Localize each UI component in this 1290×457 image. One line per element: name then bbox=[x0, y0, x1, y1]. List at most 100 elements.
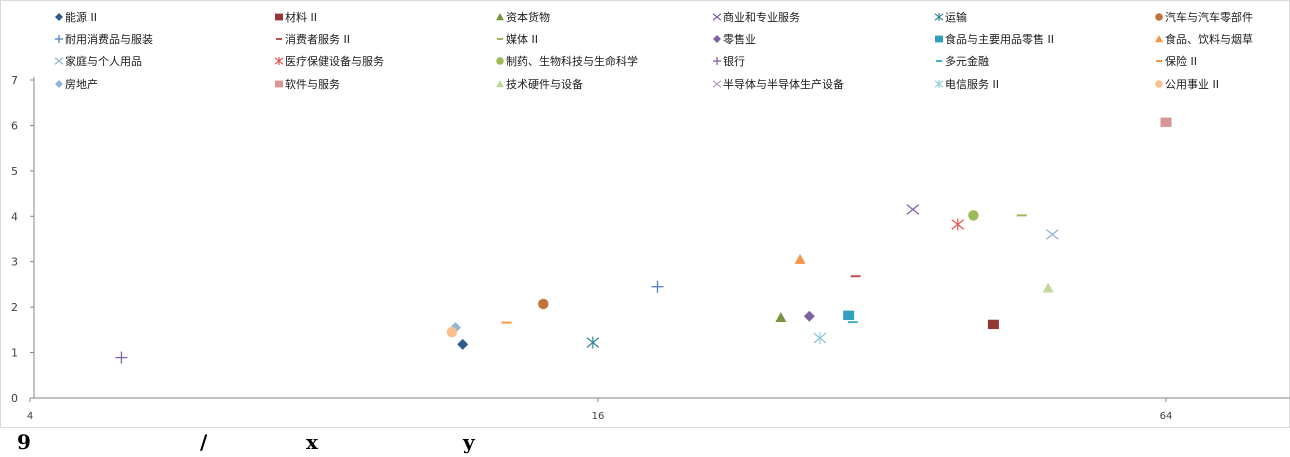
legend-marker bbox=[55, 13, 63, 21]
legend-item: 消费者服务 II bbox=[276, 32, 350, 46]
legend-marker bbox=[55, 80, 63, 88]
legend-marker bbox=[713, 35, 721, 43]
data-point bbox=[951, 218, 965, 231]
legend-item: 食品与主要用品零售 II bbox=[935, 32, 1054, 46]
data-point bbox=[586, 336, 600, 349]
x-tick-label: 4 bbox=[27, 411, 33, 422]
legend-label: 半导体与半导体生产设备 bbox=[723, 77, 844, 91]
legend-marker bbox=[275, 13, 283, 21]
data-point bbox=[847, 321, 858, 324]
data-point bbox=[987, 319, 999, 330]
y-tick-label: 7 bbox=[11, 74, 18, 87]
axes: 0 1 2 3 4 5 6 7 4 16 64 bbox=[11, 74, 1290, 422]
legend-label: 运输 bbox=[945, 10, 967, 24]
legend-label: 媒体 II bbox=[506, 32, 538, 46]
legend-marker bbox=[276, 38, 282, 40]
legend-marker bbox=[934, 13, 944, 21]
legend-label: 消费者服务 II bbox=[285, 32, 350, 46]
legend-item: 软件与服务 bbox=[275, 77, 340, 91]
legend-marker bbox=[274, 57, 284, 65]
data-point bbox=[803, 310, 815, 322]
legend-item: 资本货物 bbox=[496, 10, 550, 24]
legend-item: 家庭与个人用品 bbox=[54, 54, 142, 68]
legend-label: 资本货物 bbox=[506, 10, 550, 24]
legend-label: 食品、饮料与烟草 bbox=[1165, 32, 1253, 46]
data-point bbox=[1016, 214, 1027, 217]
legend-label: 耐用消费品与服装 bbox=[65, 32, 153, 46]
legend-item: 半导体与半导体生产设备 bbox=[712, 77, 844, 91]
y-tick-label: 0 bbox=[11, 392, 18, 405]
legend-item: 房地产 bbox=[55, 77, 98, 91]
legend-marker bbox=[55, 35, 63, 43]
legend-item: 商业和专业服务 bbox=[712, 10, 800, 24]
caption-part-1: 9 bbox=[17, 430, 31, 454]
legend-label: 能源 II bbox=[65, 10, 97, 24]
y-tick-label: 4 bbox=[11, 210, 18, 223]
legend-marker bbox=[1155, 13, 1163, 21]
data-point bbox=[457, 338, 469, 350]
y-tick-label: 6 bbox=[11, 119, 18, 132]
legend-item: 医疗保健设备与服务 bbox=[274, 54, 384, 68]
legend-item: 电信服务 II bbox=[934, 78, 999, 91]
legend-marker bbox=[496, 80, 504, 88]
legend-item: 汽车与汽车零部件 bbox=[1155, 10, 1253, 24]
legend-item: 材料 II bbox=[275, 10, 317, 24]
legend-label: 医疗保健设备与服务 bbox=[285, 54, 384, 68]
legend-label: 多元金融 bbox=[945, 54, 989, 68]
legend-marker bbox=[935, 35, 943, 43]
legend-item: 制药、生物科技与生命科学 bbox=[496, 54, 638, 68]
data-point bbox=[1160, 117, 1172, 127]
legend-marker bbox=[936, 60, 942, 62]
legend-item: 公用事业 II bbox=[1155, 78, 1219, 91]
legend-marker bbox=[496, 13, 504, 21]
legend-item: 食品、饮料与烟草 bbox=[1155, 32, 1253, 46]
legend-label: 制药、生物科技与生命科学 bbox=[506, 54, 638, 68]
legend-item: 银行 bbox=[713, 54, 745, 68]
x-tick-label: 16 bbox=[592, 411, 605, 422]
caption-part-4: y bbox=[463, 430, 475, 454]
legend-marker bbox=[934, 80, 944, 88]
legend-item: 耐用消费品与服装 bbox=[55, 32, 153, 46]
legend-item: 能源 II bbox=[55, 10, 97, 24]
legend-label: 材料 II bbox=[285, 10, 317, 24]
y-tick-label: 5 bbox=[11, 165, 18, 178]
y-tick-label: 1 bbox=[11, 347, 18, 360]
y-tick-label: 2 bbox=[11, 301, 18, 314]
data-point bbox=[906, 204, 920, 215]
legend-item: 保险 II bbox=[1156, 54, 1197, 68]
legend-marker bbox=[54, 57, 64, 65]
legend-label: 食品与主要用品零售 II bbox=[945, 32, 1054, 46]
data-point bbox=[651, 280, 664, 293]
data-point bbox=[794, 253, 806, 264]
legend-label: 家庭与个人用品 bbox=[65, 54, 142, 68]
legend-label: 商业和专业服务 bbox=[723, 10, 800, 24]
legend-label: 零售业 bbox=[723, 32, 756, 46]
caption-part-2: / bbox=[200, 430, 208, 454]
data-point bbox=[115, 351, 128, 364]
data-point bbox=[446, 326, 458, 338]
legend-label: 软件与服务 bbox=[285, 77, 340, 91]
data-point bbox=[813, 332, 827, 345]
data-point bbox=[850, 275, 861, 278]
legend-marker bbox=[712, 13, 722, 21]
data-point bbox=[1045, 229, 1059, 240]
data-point bbox=[538, 298, 549, 310]
data-points bbox=[115, 117, 1172, 364]
legend-item: 运输 bbox=[934, 10, 967, 24]
legend-label: 技术硬件与设备 bbox=[506, 77, 583, 91]
legend-marker bbox=[496, 57, 504, 65]
legend-marker bbox=[497, 38, 503, 40]
data-point bbox=[501, 321, 512, 324]
legend-item: 零售业 bbox=[713, 32, 756, 46]
legend-marker bbox=[712, 80, 722, 88]
data-point bbox=[843, 310, 855, 320]
legend-label: 公用事业 II bbox=[1165, 78, 1219, 91]
legend-marker bbox=[1156, 60, 1162, 62]
chart-area: 能源 II 材料 II 资本货物 商业和专业服务 运输 汽车与汽车零部件耐用消费品与服装 消… bbox=[0, 0, 1290, 428]
legend-label: 房地产 bbox=[65, 77, 98, 91]
data-point bbox=[1042, 282, 1054, 293]
legend-label: 保险 II bbox=[1165, 54, 1197, 68]
legend-marker bbox=[713, 57, 721, 65]
